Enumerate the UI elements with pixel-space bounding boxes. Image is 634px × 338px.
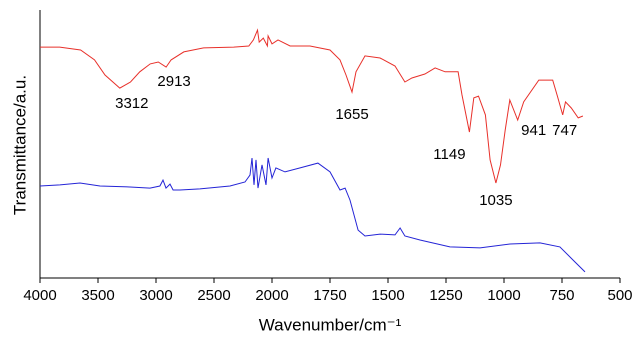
- peak-label: 1035: [479, 192, 512, 209]
- x-tick-label: 2000: [255, 287, 288, 304]
- x-tick-label: 3500: [81, 287, 114, 304]
- peak-label: 2913: [157, 73, 190, 90]
- x-tick-label: 1750: [313, 287, 346, 304]
- peak-label: 3312: [115, 95, 148, 112]
- x-tick-label: 2500: [197, 287, 230, 304]
- peak-label: 1149: [433, 146, 465, 163]
- x-tick-label: 1250: [429, 287, 462, 304]
- x-tick-label: 4000: [23, 287, 56, 304]
- x-tick-label: 1500: [371, 287, 404, 304]
- x-axis-label: Wavenumber/cm⁻¹: [259, 315, 402, 334]
- peak-label: 1655: [335, 106, 368, 123]
- spectrum-line: [39, 157, 586, 273]
- peak-label: 941: [521, 122, 546, 139]
- x-tick-label: 500: [607, 287, 632, 304]
- y-axis-label: Transmittance/a.u.: [10, 75, 29, 215]
- x-tick-label: 750: [549, 287, 574, 304]
- peak-label: 747: [552, 122, 577, 139]
- spectrum-line: [40, 28, 584, 184]
- x-tick-label: 1000: [487, 287, 520, 304]
- x-tick-label: 3000: [139, 287, 172, 304]
